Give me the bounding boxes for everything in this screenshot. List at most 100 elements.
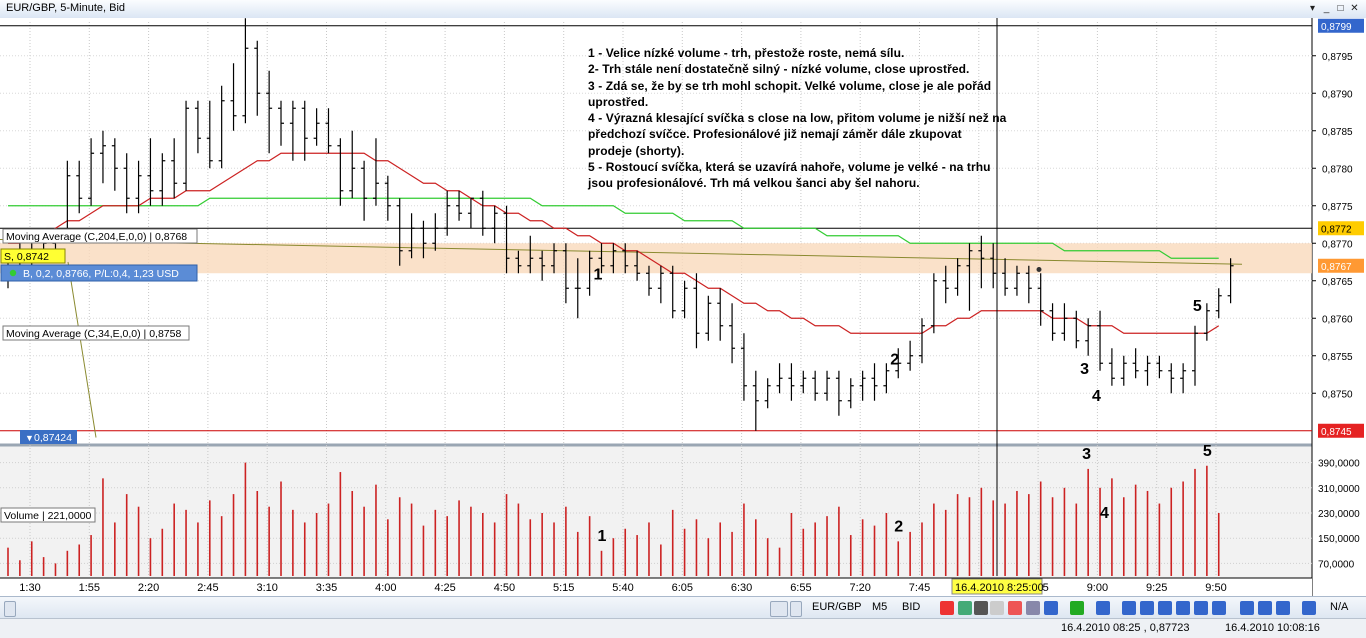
ohlc-bar [313, 108, 320, 146]
ohlc-bar [883, 363, 890, 394]
price-tag-hline: 0,8772 [1321, 224, 1352, 235]
price-tick-label: 0,8765 [1322, 277, 1353, 288]
maximize-icon[interactable]: □ [1337, 3, 1344, 14]
ohlc-bar [562, 243, 569, 304]
price-tag-low: 0,8745 [1321, 427, 1352, 438]
ohlc-bar [824, 370, 831, 401]
ohlc-bar [527, 235, 534, 274]
ohlc-bar [1013, 265, 1020, 296]
price-marker-label: 1 [594, 266, 603, 283]
ma-long-line [8, 197, 1219, 259]
ohlc-bar [859, 370, 866, 401]
ohlc-bar [907, 340, 914, 371]
ohlc-bar [871, 363, 878, 401]
ohlc-bar [752, 370, 759, 431]
ohlc-bar [942, 265, 949, 304]
price-tag-current-box [1318, 258, 1364, 273]
buy-dot-icon [9, 269, 17, 277]
sell-label-box [0, 248, 66, 264]
ohlc-bar [515, 250, 522, 274]
window-title: EUR/GBP, 5-Minute, Bid [6, 2, 126, 14]
time-tick-label: 1:30 [19, 582, 40, 594]
ohlc-bar [717, 288, 724, 341]
symbol-select[interactable]: EUR/GBP [812, 601, 862, 613]
minimize-icon[interactable]: _ [1323, 3, 1330, 14]
close-icon[interactable]: ✕ [1350, 3, 1359, 14]
status-bar: 16.4.2010 08:25 , 0,87723 16.4.2010 10:0… [0, 618, 1366, 638]
ohlc-bar [1097, 310, 1104, 371]
ma-long-label-box [2, 228, 198, 244]
volume-marker-label: 4 [1100, 505, 1109, 522]
ohlc-bar [1002, 258, 1009, 296]
cursor-icon[interactable] [1070, 601, 1084, 615]
ohlc-bar [705, 295, 712, 341]
period2-icon[interactable] [1258, 601, 1272, 615]
settings-icon[interactable] [1302, 601, 1316, 615]
side-select[interactable]: BID [902, 601, 921, 613]
price-tick-label: 0,8790 [1322, 89, 1353, 100]
volume-tick-label: 390,0000 [1318, 459, 1360, 470]
time-tick-label: 9:00 [1087, 582, 1108, 594]
candle-icon[interactable] [958, 601, 972, 615]
time-tick-label: 7:20 [849, 582, 870, 594]
volume-marker-label: 3 [1082, 446, 1091, 463]
price-tick-label: 0,8750 [1322, 389, 1353, 400]
trend-line [0, 239, 1243, 265]
template-icon[interactable] [1026, 601, 1040, 615]
line-icon[interactable] [990, 601, 1004, 615]
price-tag-hline-box [1318, 221, 1364, 236]
annotation-text: 1 - Velice nízké volume - trh, přestože … [588, 46, 1007, 191]
scroll-thumb[interactable] [770, 601, 788, 617]
ohlc-bar [776, 363, 783, 394]
ohlc-bar [812, 370, 819, 401]
save-icon[interactable] [1044, 601, 1058, 615]
grid-icon[interactable] [1008, 601, 1022, 615]
chart-type-icon[interactable] [940, 601, 954, 615]
dropdown-icon[interactable]: ▾ [1309, 3, 1316, 14]
low-marker-label: 0,87424 [34, 432, 72, 444]
cursor-dot [1036, 267, 1042, 272]
ohlc-bar [503, 205, 510, 274]
ohlc-bar [1132, 348, 1139, 379]
ohlc-bar [847, 378, 854, 409]
bars-icon[interactable] [974, 601, 988, 615]
ohlc-bar [242, 18, 249, 124]
sell-label: S, 0,8742 [4, 251, 49, 263]
fit-icon[interactable] [1158, 601, 1172, 615]
ohlc-bar [111, 138, 118, 191]
price-tick-label: 0,8780 [1322, 164, 1353, 175]
ohlc-bar [1180, 363, 1187, 394]
status-time: 16.4.2010 10:08:16 [1225, 622, 1320, 634]
scale-icon[interactable] [1194, 601, 1208, 615]
volume-panel-bg [0, 446, 1312, 582]
scroll-left-icon[interactable] [4, 601, 16, 617]
autoscale-icon[interactable] [1212, 601, 1226, 615]
price-tick-label: 0,8795 [1322, 52, 1353, 63]
price-marker-label: 3 [1080, 361, 1089, 378]
ma-short-label: Moving Average (C,34,E,0,0) | 0,8758 [6, 328, 181, 340]
scroll-right-icon[interactable] [790, 601, 802, 617]
timeframe-select[interactable]: M5 [872, 601, 888, 613]
price-tag-top-box [1318, 18, 1364, 33]
buy-label: B, 0,2, 0,8766, P/L:0,4, 1,23 USD [23, 268, 179, 280]
list-icon[interactable] [1096, 601, 1110, 615]
time-tick-label: 4:25 [434, 582, 455, 594]
time-tick-label: 2:20 [138, 582, 159, 594]
period-icon[interactable] [1240, 601, 1254, 615]
period3-icon[interactable] [1276, 601, 1290, 615]
time-tick-label: 4:50 [494, 582, 515, 594]
ohlc-bar [1144, 355, 1151, 386]
ohlc-bar [1108, 348, 1115, 386]
price-tick-label: 0,8760 [1322, 314, 1353, 325]
ohlc-bar [740, 333, 747, 401]
chart-area[interactable]: 0,8795 0,8790 0,8785 0,8780 0,8775 0,8770 0,87… [0, 18, 1366, 596]
volume-tick-label: 230,0000 [1318, 509, 1360, 520]
zoom-out-icon[interactable] [1140, 601, 1154, 615]
price-tag-top: 0,8799 [1321, 22, 1352, 33]
ohlc-bar [1227, 258, 1234, 304]
zoom-in-icon[interactable] [1122, 601, 1136, 615]
na-select[interactable]: N/A [1330, 601, 1349, 613]
shift-icon[interactable] [1176, 601, 1190, 615]
price-tick-label: 0,8770 [1322, 239, 1353, 250]
ohlc-bar [135, 160, 142, 214]
